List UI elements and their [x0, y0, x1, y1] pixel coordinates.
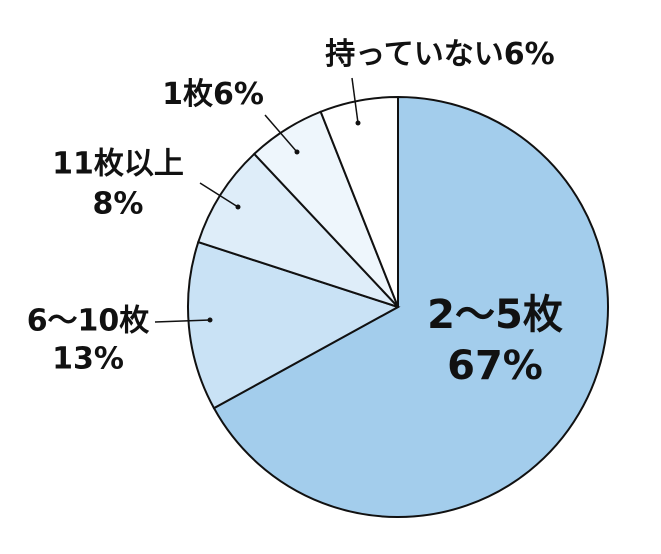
leader-dot — [207, 317, 213, 323]
pie-slice — [187, 240, 401, 410]
value-label: 6% — [504, 37, 555, 72]
leader-line — [199, 182, 239, 208]
category-label: 6〜10枚 — [27, 304, 150, 339]
slice-label: 1枚6% — [162, 77, 264, 112]
pie-slice — [319, 95, 399, 308]
leader-line — [351, 77, 359, 124]
leader-dot — [355, 120, 361, 126]
leader-dot — [294, 149, 300, 155]
value-label: 13% — [52, 342, 124, 377]
value-label: 6% — [213, 77, 264, 112]
leader-line — [154, 319, 211, 323]
slice-label: 持っていない6% — [325, 37, 554, 72]
category-label: 11枚以上 — [52, 147, 184, 182]
pie-slice — [197, 152, 399, 308]
pie-slice — [212, 95, 609, 518]
value-label: 8% — [93, 187, 144, 222]
value-label: 67% — [447, 343, 543, 389]
category-label: 2〜5枚 — [427, 292, 563, 338]
category-label: 1枚 — [162, 77, 213, 112]
leader-line — [264, 114, 298, 153]
category-label: 持っていない — [325, 37, 504, 72]
leader-dot — [235, 204, 241, 210]
